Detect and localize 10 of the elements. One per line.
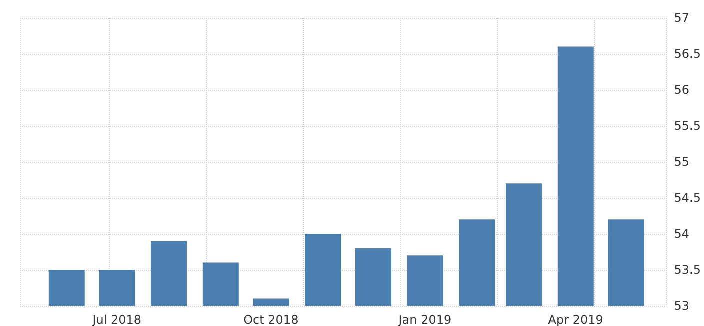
y-tick-label: 57 xyxy=(674,11,690,25)
y-tick-label: 56 xyxy=(674,83,690,97)
y-tick-label: 55 xyxy=(674,155,690,169)
y-tick-label: 53 xyxy=(674,299,690,313)
y-tick-label: 56.5 xyxy=(674,47,701,61)
x-tick-label: Oct 2018 xyxy=(244,313,299,326)
y-tick-label: 54 xyxy=(674,227,690,241)
y-tick-label: 55.5 xyxy=(674,119,701,133)
y-tick-label: 53.5 xyxy=(674,263,701,277)
y-tick-label: 54.5 xyxy=(674,191,701,205)
